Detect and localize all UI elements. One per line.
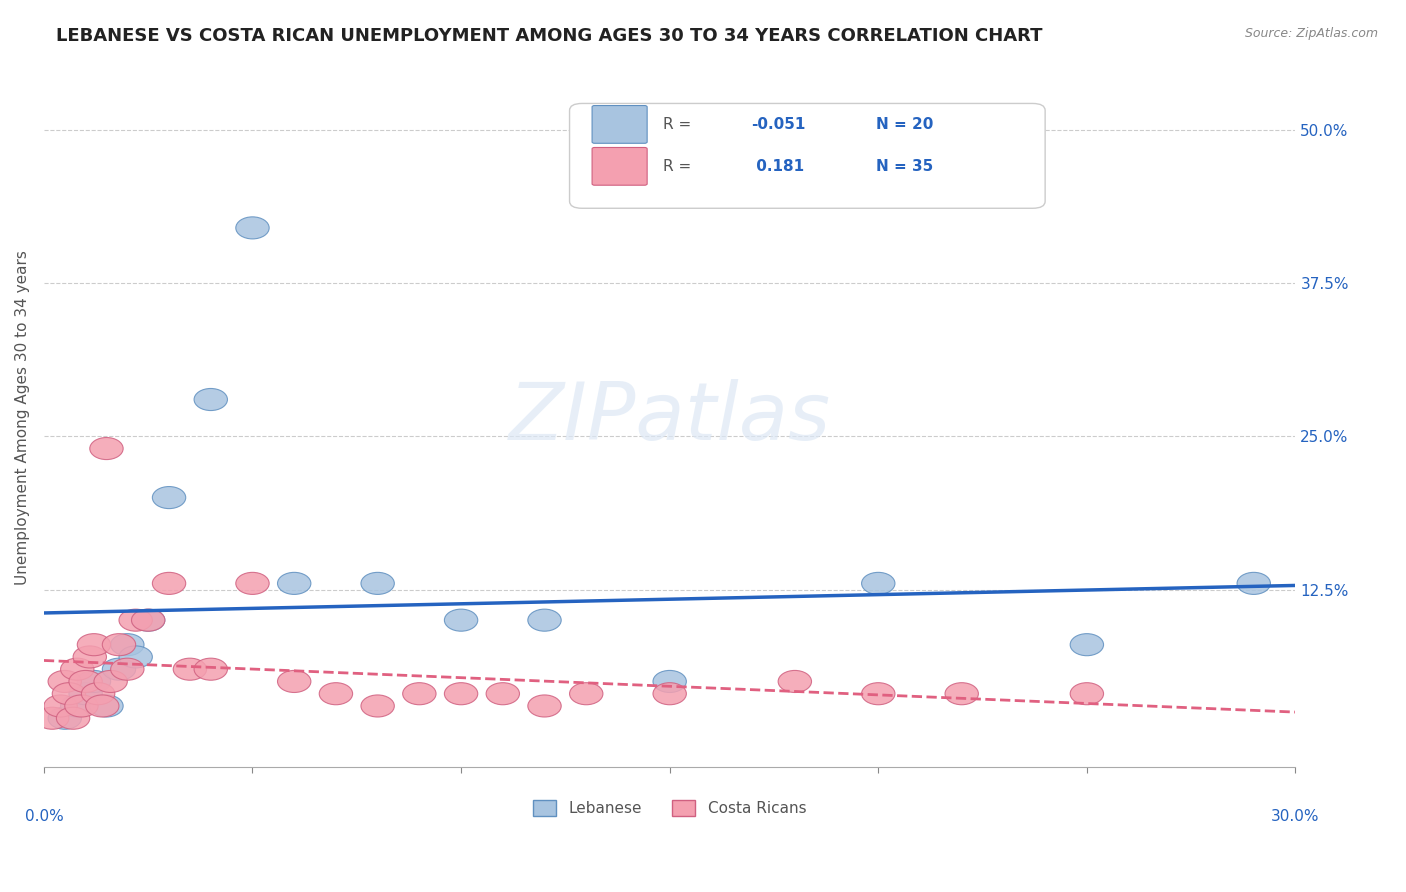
Ellipse shape <box>277 573 311 594</box>
Ellipse shape <box>569 682 603 705</box>
Ellipse shape <box>1070 682 1104 705</box>
Ellipse shape <box>444 609 478 632</box>
Ellipse shape <box>48 707 82 730</box>
Text: LEBANESE VS COSTA RICAN UNEMPLOYMENT AMONG AGES 30 TO 34 YEARS CORRELATION CHART: LEBANESE VS COSTA RICAN UNEMPLOYMENT AMO… <box>56 27 1043 45</box>
Ellipse shape <box>1237 573 1271 594</box>
Ellipse shape <box>65 695 98 717</box>
FancyBboxPatch shape <box>569 103 1045 208</box>
Ellipse shape <box>44 695 77 717</box>
Text: 0.0%: 0.0% <box>24 809 63 824</box>
Ellipse shape <box>94 671 128 692</box>
Text: 30.0%: 30.0% <box>1271 809 1320 824</box>
Ellipse shape <box>77 633 111 656</box>
Text: R =: R = <box>664 117 696 132</box>
Ellipse shape <box>103 633 135 656</box>
Ellipse shape <box>527 695 561 717</box>
Text: Source: ZipAtlas.com: Source: ZipAtlas.com <box>1244 27 1378 40</box>
Ellipse shape <box>194 389 228 410</box>
Ellipse shape <box>77 671 111 692</box>
Text: R =: R = <box>664 159 696 174</box>
Ellipse shape <box>52 682 86 705</box>
Ellipse shape <box>1070 633 1104 656</box>
Ellipse shape <box>111 633 143 656</box>
Ellipse shape <box>402 682 436 705</box>
Ellipse shape <box>111 658 143 681</box>
Ellipse shape <box>120 646 152 668</box>
Ellipse shape <box>73 646 107 668</box>
Ellipse shape <box>152 486 186 508</box>
Ellipse shape <box>236 573 269 594</box>
Text: N = 35: N = 35 <box>876 159 934 174</box>
Ellipse shape <box>48 671 82 692</box>
Ellipse shape <box>194 658 228 681</box>
Ellipse shape <box>69 682 103 705</box>
Legend: Lebanese, Costa Ricans: Lebanese, Costa Ricans <box>527 794 813 822</box>
Ellipse shape <box>152 573 186 594</box>
Ellipse shape <box>862 682 896 705</box>
Ellipse shape <box>652 671 686 692</box>
Text: -0.051: -0.051 <box>751 117 806 132</box>
Y-axis label: Unemployment Among Ages 30 to 34 years: Unemployment Among Ages 30 to 34 years <box>15 251 30 585</box>
Ellipse shape <box>69 671 103 692</box>
Ellipse shape <box>652 682 686 705</box>
Ellipse shape <box>35 707 69 730</box>
Ellipse shape <box>173 658 207 681</box>
FancyBboxPatch shape <box>592 147 647 186</box>
Ellipse shape <box>120 609 152 632</box>
FancyBboxPatch shape <box>592 105 647 144</box>
Ellipse shape <box>361 573 394 594</box>
Ellipse shape <box>277 671 311 692</box>
Ellipse shape <box>527 609 561 632</box>
Ellipse shape <box>60 658 94 681</box>
Ellipse shape <box>778 671 811 692</box>
Text: ZIPatlas: ZIPatlas <box>509 379 831 457</box>
Ellipse shape <box>361 695 394 717</box>
Ellipse shape <box>945 682 979 705</box>
Ellipse shape <box>103 658 135 681</box>
Text: N = 20: N = 20 <box>876 117 934 132</box>
Ellipse shape <box>132 609 165 632</box>
Ellipse shape <box>60 695 94 717</box>
Ellipse shape <box>444 682 478 705</box>
Ellipse shape <box>486 682 519 705</box>
Ellipse shape <box>86 695 120 717</box>
Ellipse shape <box>862 573 896 594</box>
Ellipse shape <box>90 437 124 459</box>
Ellipse shape <box>90 695 124 717</box>
Text: 0.181: 0.181 <box>751 159 804 174</box>
Ellipse shape <box>56 707 90 730</box>
Ellipse shape <box>82 682 115 705</box>
Ellipse shape <box>319 682 353 705</box>
Ellipse shape <box>236 217 269 239</box>
Ellipse shape <box>132 609 165 632</box>
